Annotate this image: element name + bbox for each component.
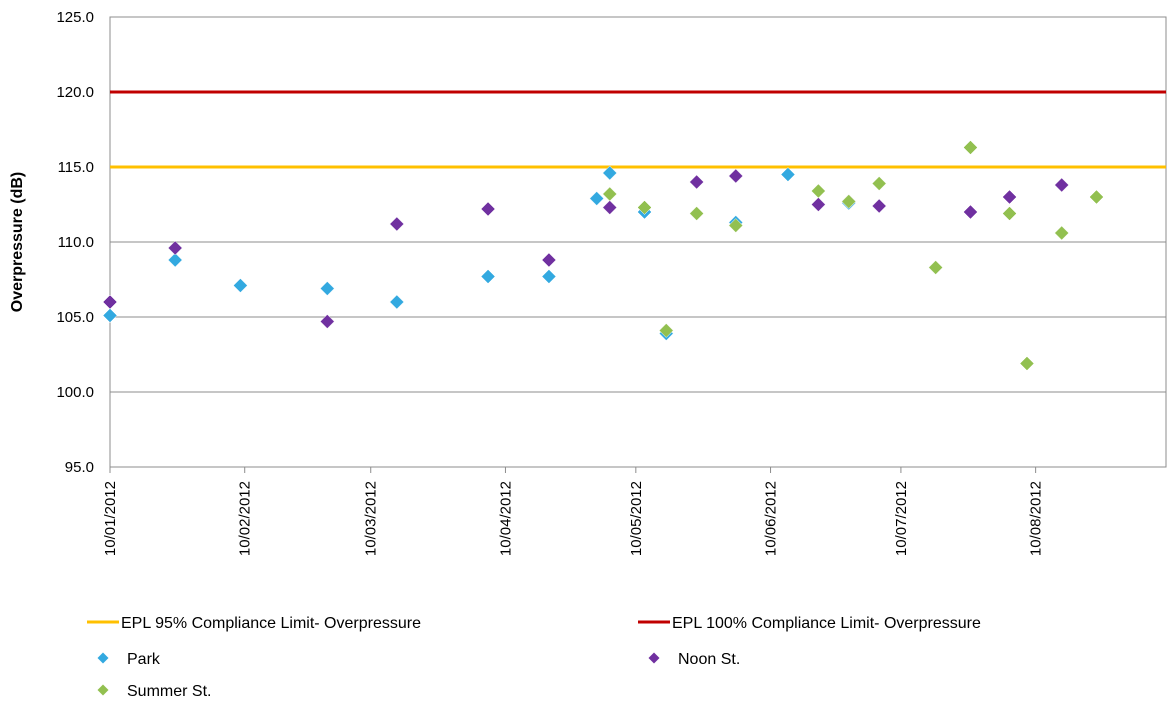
data-point-summer-st bbox=[810, 183, 826, 199]
x-tick-label: 10/02/2012 bbox=[237, 481, 254, 556]
data-point-summer-st bbox=[728, 218, 744, 233]
data-point-summer-st bbox=[658, 323, 674, 338]
x-tick-label: 10/01/2012 bbox=[102, 481, 119, 556]
y-tick-label: 105.0 bbox=[56, 309, 94, 326]
y-tick-label: 125.0 bbox=[56, 9, 94, 26]
y-tick-label: 115.0 bbox=[58, 159, 94, 176]
legend-label: Summer St. bbox=[127, 683, 211, 700]
plot-area: 95.0 100.0 105.0 110.0 115.0 120.0 125.0 10/01/… bbox=[9, 9, 1167, 556]
x-tick-label: 10/06/2012 bbox=[763, 481, 780, 556]
data-point-park bbox=[602, 165, 618, 181]
y-tick-label: 110.0 bbox=[58, 234, 94, 251]
data-point-noon-st bbox=[102, 294, 118, 310]
y-tick-label: 100.0 bbox=[56, 384, 94, 401]
data-point-noon-st bbox=[1002, 189, 1017, 205]
data-point-summer-st bbox=[1019, 356, 1035, 371]
x-tick-label: 10/03/2012 bbox=[363, 481, 380, 556]
data-point-park bbox=[319, 281, 335, 296]
data-point-park bbox=[589, 191, 605, 206]
data-point-park bbox=[480, 269, 496, 284]
legend: EPL 95% Compliance Limit- Overpressure EP… bbox=[87, 615, 981, 700]
data-point-park bbox=[233, 278, 248, 293]
data-point-summer-st bbox=[1089, 189, 1104, 205]
data-point-summer-st bbox=[928, 260, 944, 275]
x-tick-label: 10/07/2012 bbox=[893, 481, 910, 556]
data-point-park bbox=[541, 269, 557, 284]
data-point-noon-st bbox=[480, 201, 496, 217]
data-point-summer-st bbox=[689, 206, 705, 221]
data-point-park bbox=[102, 308, 118, 323]
data-point-summer-st bbox=[1002, 206, 1017, 221]
y-tick-label: 95.0 bbox=[65, 459, 94, 476]
data-point-noon-st bbox=[319, 314, 335, 329]
legend-label: Park bbox=[127, 651, 161, 668]
data-point-summer-st bbox=[637, 200, 652, 215]
x-tick-label: 10/08/2012 bbox=[1028, 481, 1045, 556]
data-point-noon-st bbox=[1054, 177, 1070, 193]
legend-label: Noon St. bbox=[678, 651, 740, 668]
x-tick-label: 10/05/2012 bbox=[628, 481, 645, 556]
data-point-noon-st bbox=[728, 168, 744, 184]
data-point-summer-st bbox=[871, 176, 887, 191]
data-point-noon-st bbox=[963, 204, 978, 220]
legend-label: EPL 100% Compliance Limit- Overpressure bbox=[672, 615, 981, 632]
data-point-summer-st bbox=[602, 186, 618, 202]
plot-border bbox=[109, 16, 1167, 468]
data-point-noon-st bbox=[389, 216, 405, 232]
data-point-noon-st bbox=[871, 198, 887, 214]
data-point-park bbox=[389, 294, 405, 310]
data-point-park bbox=[167, 252, 183, 268]
data-point-noon-st bbox=[810, 197, 826, 212]
y-tick-label: 120.0 bbox=[56, 84, 94, 101]
x-tick-label: 10/04/2012 bbox=[497, 481, 514, 556]
data-point-noon-st bbox=[167, 240, 183, 256]
legend-marker-swatch bbox=[97, 652, 109, 664]
data-point-park bbox=[780, 167, 796, 182]
data-point-summer-st bbox=[1054, 225, 1070, 241]
data-point-noon-st bbox=[541, 252, 557, 268]
data-point-summer-st bbox=[963, 140, 978, 155]
data-point-noon-st bbox=[689, 174, 705, 190]
legend-label: EPL 95% Compliance Limit- Overpressure bbox=[121, 615, 421, 632]
legend-marker-swatch bbox=[97, 684, 109, 696]
data-point-noon-st bbox=[602, 200, 618, 215]
y-axis-title: Overpressure (dB) bbox=[9, 172, 26, 313]
data-point-summer-st bbox=[841, 194, 857, 209]
legend-marker-swatch bbox=[648, 652, 660, 664]
